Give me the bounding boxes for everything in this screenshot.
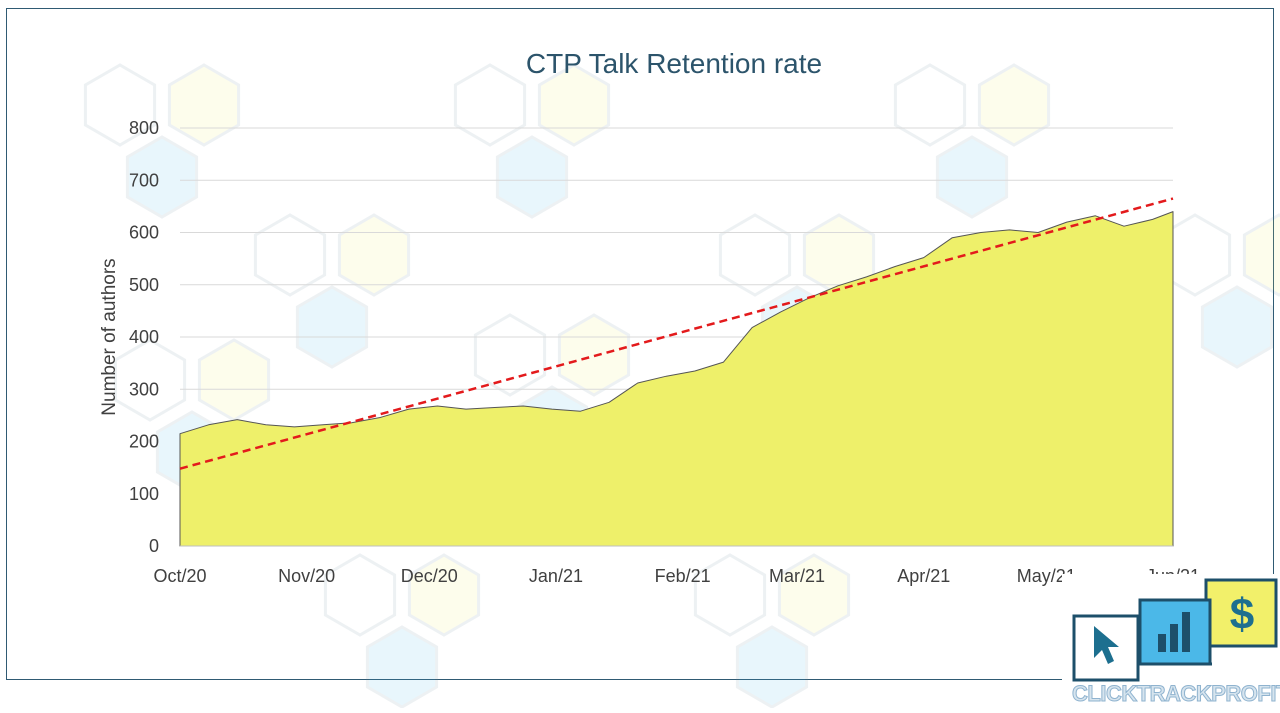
x-tick-label: Oct/20 — [153, 566, 206, 586]
logo-wordmark: CLICKTRACKPROFIT — [1072, 680, 1280, 708]
y-tick-label: 200 — [129, 432, 159, 452]
watermark-hexagon — [693, 553, 767, 637]
watermark-hexagon — [337, 213, 411, 297]
x-tick-label: Nov/20 — [278, 566, 335, 586]
watermark-hexagon — [1242, 213, 1280, 297]
y-tick-label: 500 — [129, 275, 159, 295]
trend-line — [179, 197, 1174, 470]
x-tick-labels: Oct/20 Nov/20 Dec/20 Jan/21 Feb/21 Mar/21 Apr/… — [153, 566, 1200, 586]
y-tick-label: 100 — [129, 484, 159, 504]
watermark-hexagon — [295, 285, 369, 369]
retention-area — [179, 211, 1174, 547]
logo-word-track: TRACK — [1136, 681, 1212, 707]
watermark-hexagon — [537, 63, 611, 147]
watermark-hexagon — [407, 553, 481, 637]
logo-word-click: CLICK — [1072, 681, 1138, 707]
logo: $ — [1062, 574, 1280, 708]
x-tick-label: Apr/21 — [897, 566, 950, 586]
x-tick-label: Jan/21 — [529, 566, 583, 586]
chart-title: CTP Talk Retention rate — [526, 48, 822, 79]
logo-word-profit: PROFIT — [1211, 681, 1280, 707]
logo-graphic: $ — [1072, 578, 1278, 682]
y-tick-label: 300 — [129, 379, 159, 399]
watermark-hexagon — [473, 313, 547, 397]
watermark-hexagon — [125, 135, 199, 219]
watermark-hexagon — [83, 63, 157, 147]
watermark-hexagon — [893, 63, 967, 147]
watermark-hexagon — [323, 553, 397, 637]
y-tick-label: 400 — [129, 327, 159, 347]
y-tick-label: 800 — [129, 118, 159, 138]
y-tick-label: 0 — [149, 536, 159, 556]
watermark-hexagon — [718, 213, 792, 297]
dollar-icon: $ — [1230, 590, 1254, 639]
watermark-hexagon — [777, 553, 851, 637]
cursor-icon — [1094, 626, 1119, 664]
background-watermarks — [83, 63, 1280, 708]
dollar-panel — [1204, 578, 1278, 648]
watermark-hexagon — [935, 135, 1009, 219]
watermark-hexagon — [113, 338, 187, 422]
watermark-hexagon — [253, 213, 327, 297]
watermark-hexagon — [167, 63, 241, 147]
y-axis-label: Number of authors — [99, 258, 120, 415]
x-tick-label: Feb/21 — [655, 566, 711, 586]
x-tick-label: Mar/21 — [769, 566, 825, 586]
y-tick-labels: 0 100 200 300 400 500 600 700 800 — [129, 118, 159, 556]
watermark-hexagon — [1200, 285, 1274, 369]
watermark-hexagon — [735, 625, 809, 708]
watermark-hexagon — [365, 625, 439, 708]
cursor-panel — [1072, 614, 1140, 682]
watermark-hexagon — [495, 135, 569, 219]
watermark-hexagon — [453, 63, 527, 147]
x-tick-label: May/21 — [1017, 566, 1076, 586]
y-tick-label: 700 — [129, 170, 159, 190]
bar-chart-icon — [1158, 612, 1190, 652]
watermark-hexagon — [197, 338, 271, 422]
y-tick-label: 600 — [129, 223, 159, 243]
x-tick-label: Dec/20 — [401, 566, 458, 586]
watermark-hexagon — [977, 63, 1051, 147]
